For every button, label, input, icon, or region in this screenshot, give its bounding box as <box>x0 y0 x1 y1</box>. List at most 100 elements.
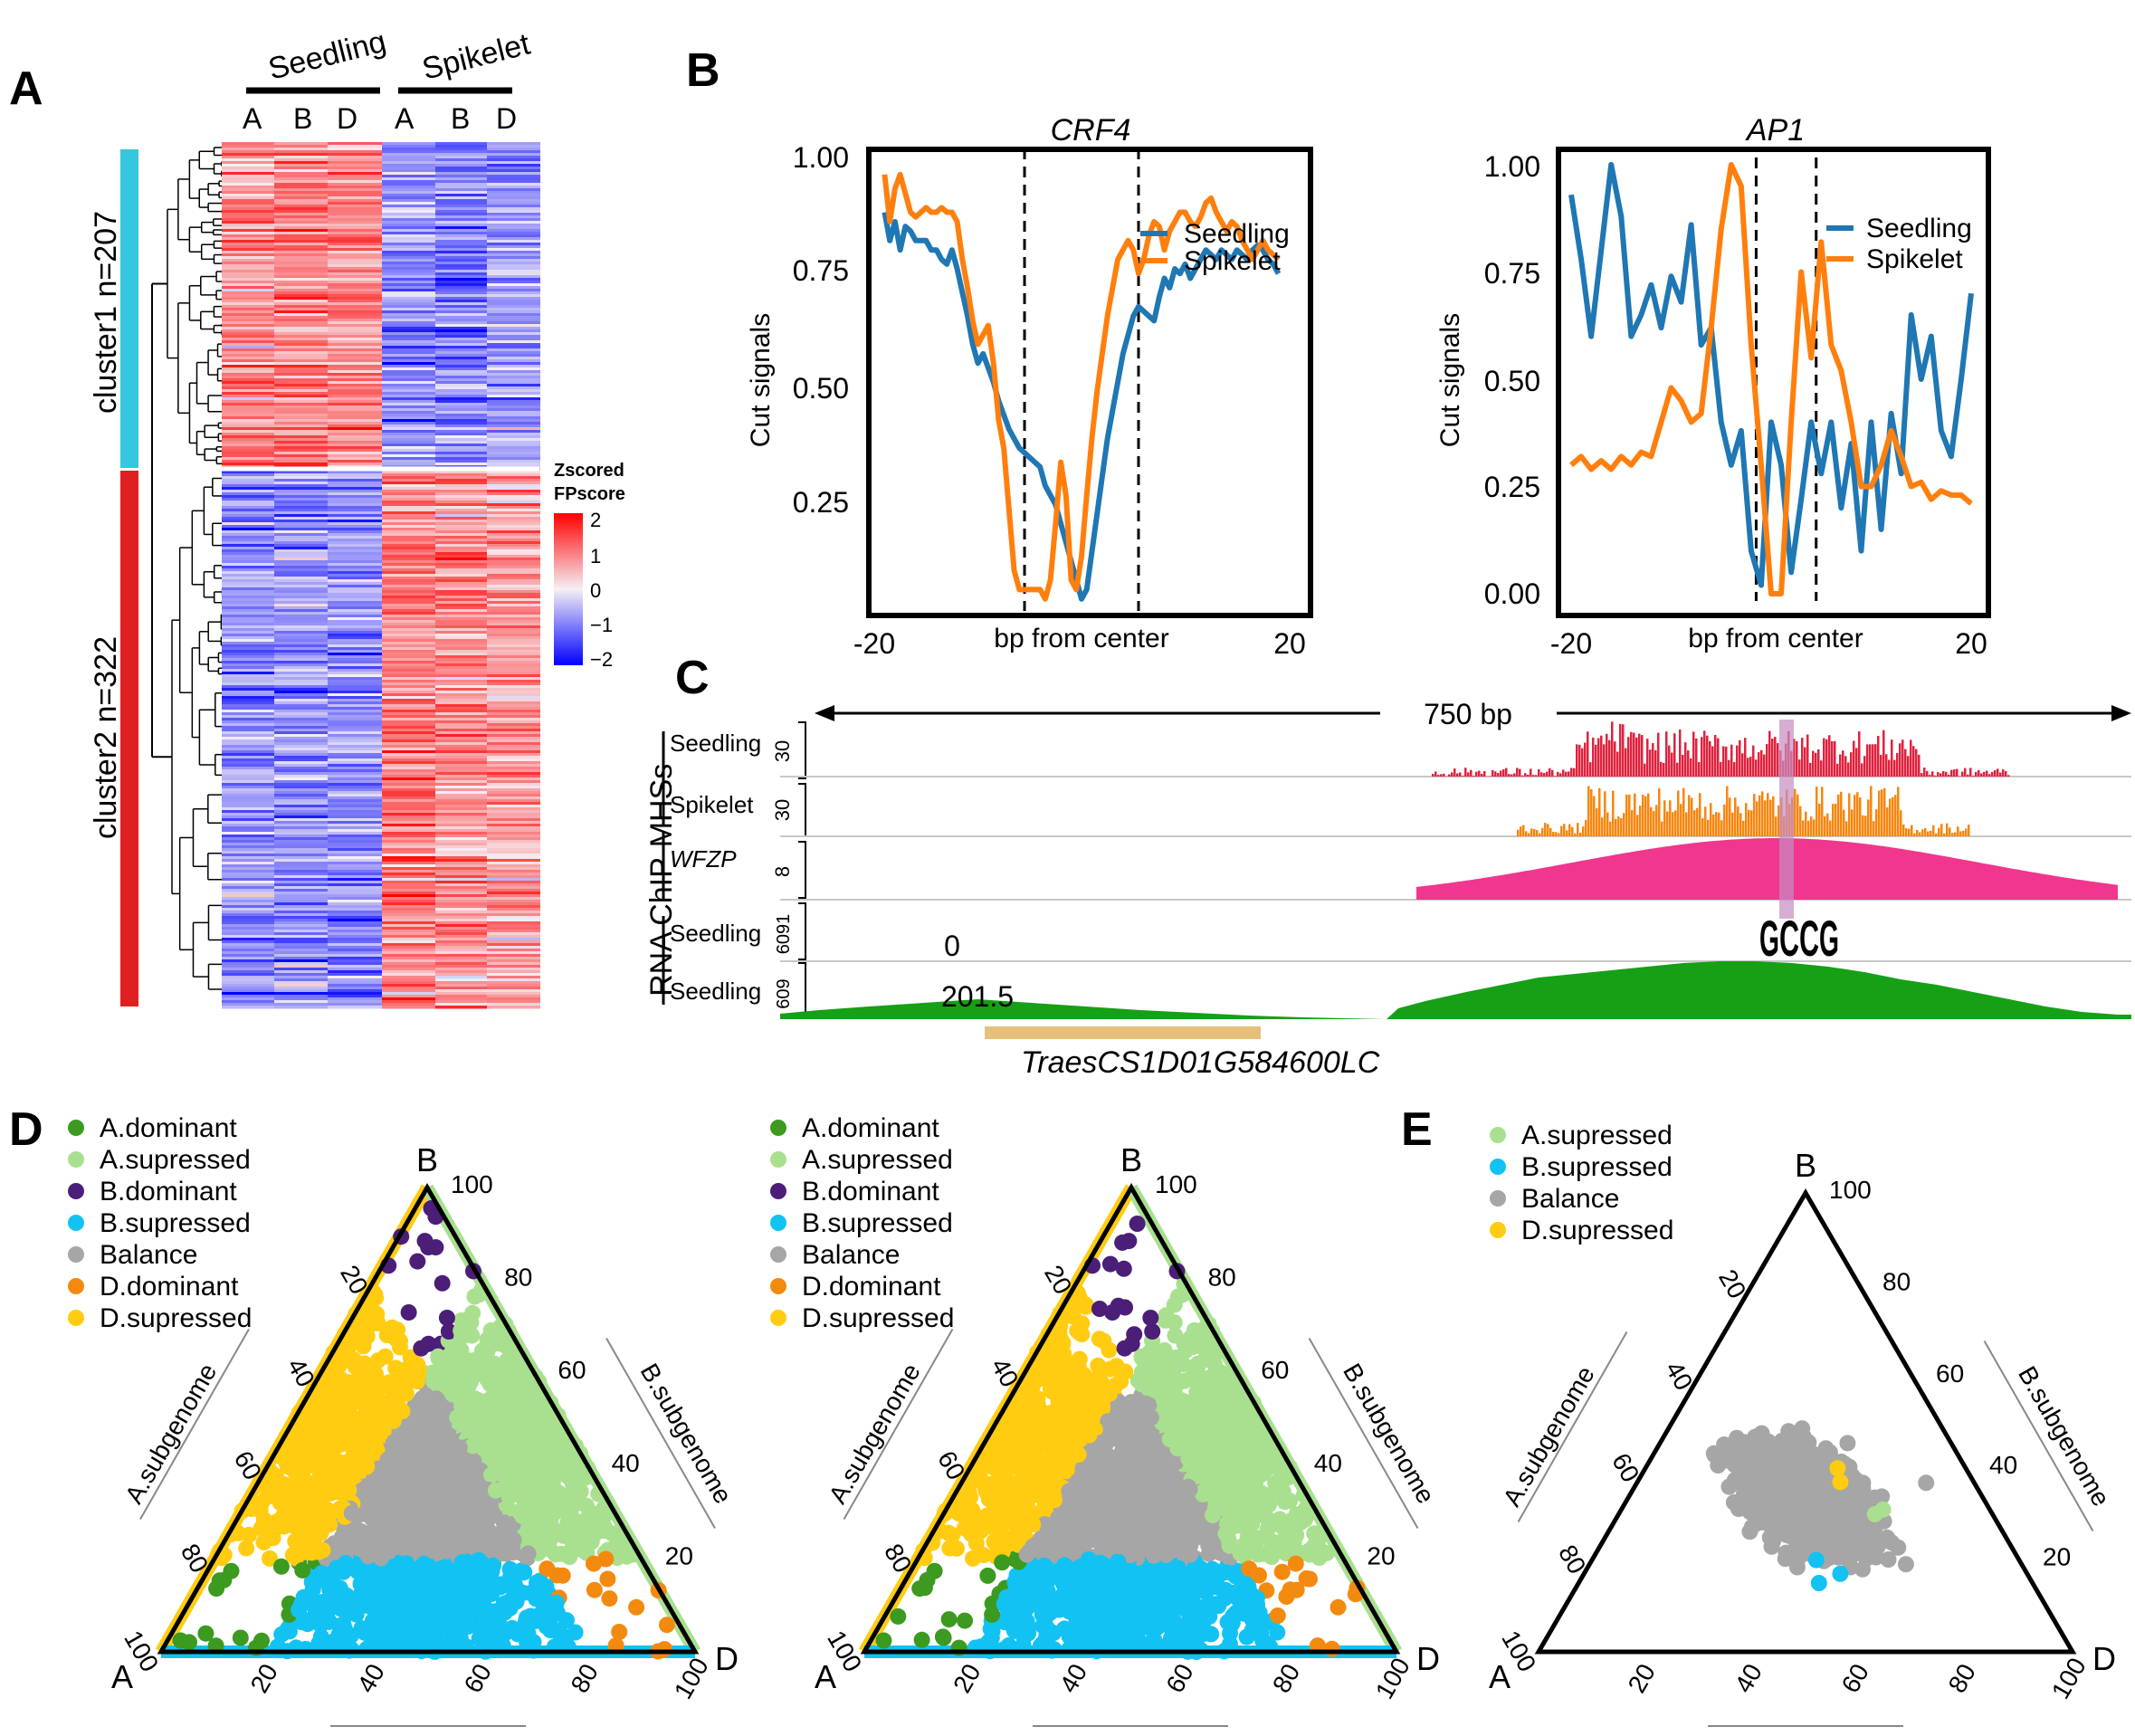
heatmap-cell <box>328 634 383 637</box>
heatmap-cell <box>382 536 436 539</box>
heatmap-cell <box>274 816 329 819</box>
heatmap-cell <box>382 813 436 816</box>
heatmap-cell <box>222 449 275 453</box>
heatmap-cell <box>435 348 488 352</box>
track-scale: 30 <box>771 740 794 762</box>
coverage-bar <box>1948 774 1950 777</box>
heatmap-cell <box>487 650 540 653</box>
heatmap-cell <box>274 153 329 157</box>
heatmap-cell <box>274 742 329 746</box>
heatmap-cell <box>328 397 383 401</box>
heatmap-cell <box>274 164 329 167</box>
heatmap-cell <box>382 167 436 170</box>
heatmap-cell <box>435 547 488 550</box>
ternary-point <box>460 1363 477 1380</box>
heatmap-cell <box>487 243 540 246</box>
coverage-bar <box>1771 739 1774 777</box>
heatmap-cell <box>328 856 383 860</box>
heatmap-cell <box>274 305 329 309</box>
coverage-bar <box>1669 800 1672 836</box>
heatmap-cell <box>382 826 436 830</box>
heatmap-cell <box>382 636 436 640</box>
heatmap-cell <box>382 848 436 852</box>
coverage-bar <box>1528 833 1530 836</box>
heatmap-cell <box>382 237 436 241</box>
heatmap-cell <box>487 202 540 205</box>
heatmap-cell <box>382 142 436 146</box>
heatmap-cell <box>487 552 540 556</box>
heatmap-cell <box>382 726 436 730</box>
heatmap-cell <box>328 164 383 167</box>
heatmap-cell <box>487 530 540 534</box>
heatmap-cell <box>487 862 540 865</box>
heatmap-cell <box>222 710 275 713</box>
heatmap-cell <box>328 636 383 640</box>
heatmap-cell <box>328 270 383 273</box>
heatmap-cell <box>222 381 275 385</box>
coverage-bar <box>1983 771 1986 777</box>
track-group-rna: RNA <box>644 931 679 997</box>
coverage-bar <box>1533 829 1536 836</box>
heatmap-cell <box>222 919 275 922</box>
heatmap-cell <box>487 756 540 759</box>
heatmap-cell <box>382 995 436 998</box>
heatmap-cell <box>222 267 275 271</box>
heatmap-cell <box>274 978 329 982</box>
heatmap-cell <box>274 881 329 884</box>
heatmap-cell <box>487 281 540 284</box>
heatmap-cell <box>382 911 436 914</box>
heatmap-cell <box>274 191 329 195</box>
ternary-point <box>484 1608 501 1626</box>
heatmap-cell <box>382 593 436 596</box>
coverage-bar <box>1854 795 1856 836</box>
heatmap-cell <box>435 900 488 903</box>
heatmap-cell <box>487 601 540 605</box>
heatmap-cell <box>328 370 383 374</box>
heatmap-cell <box>487 218 540 222</box>
heatmap-cell <box>435 685 488 689</box>
heatmap-cell <box>328 340 383 344</box>
coverage-bar <box>1764 800 1767 836</box>
ternary-point <box>384 1319 401 1336</box>
coverage-bar <box>1763 754 1766 777</box>
coverage-bar <box>1816 787 1818 836</box>
heatmap-cell <box>435 286 488 290</box>
heatmap-cell <box>274 289 329 292</box>
heatmap-cell <box>222 617 275 621</box>
heatmap-cell <box>435 775 488 778</box>
heatmap-cell <box>487 978 540 982</box>
heatmap-cell <box>382 639 436 643</box>
coverage-bar <box>1630 731 1633 777</box>
heatmap-cell <box>435 653 488 656</box>
coverage-bar <box>1568 824 1571 836</box>
heatmap-cell <box>435 329 488 333</box>
y-tick: 0.25 <box>1484 471 1540 503</box>
heatmap-cell <box>274 237 329 241</box>
heatmap-cell <box>382 1003 436 1006</box>
heatmap-cell <box>328 661 383 664</box>
ternary-point <box>332 1423 349 1440</box>
heatmap-cell <box>274 957 329 960</box>
heatmap-cell <box>274 291 329 295</box>
heatmap-cell <box>328 921 383 925</box>
coverage-bar <box>1864 816 1867 836</box>
heatmap-cell <box>435 938 488 941</box>
heatmap-cell <box>435 669 488 672</box>
heatmap-cell <box>222 731 275 735</box>
heatmap-cell <box>222 473 275 477</box>
heatmap-cell <box>328 976 383 979</box>
ternary-point <box>302 1453 319 1470</box>
heatmap-cell <box>328 278 383 281</box>
ternary-point <box>253 1495 270 1512</box>
heatmap-cell <box>382 530 436 534</box>
heatmap-cell <box>328 965 383 968</box>
coverage-bar <box>1690 758 1692 777</box>
ternary-point <box>611 1624 628 1640</box>
coverage-bar <box>1869 744 1872 777</box>
coverage-bar <box>1962 830 1965 836</box>
heatmap-cell <box>487 142 540 146</box>
heatmap-cell <box>487 172 540 176</box>
heatmap-cell <box>328 414 383 417</box>
heatmap-cell <box>382 767 436 770</box>
coverage-bar <box>1975 771 1978 777</box>
